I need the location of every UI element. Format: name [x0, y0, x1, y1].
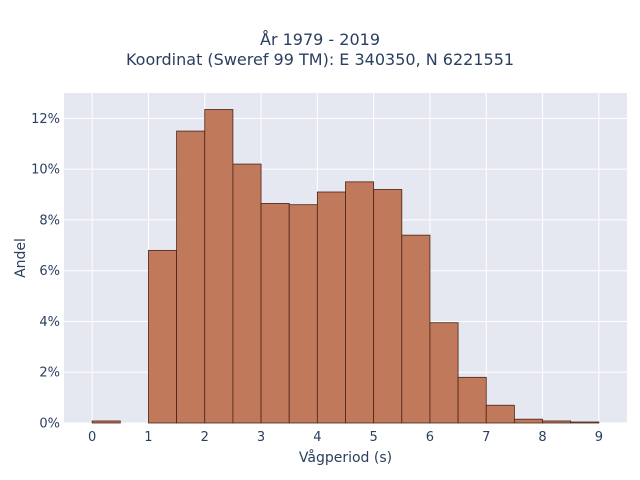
y-tick-label: 10% [31, 163, 60, 178]
x-tick-label: 2 [201, 430, 209, 445]
histogram-bar [514, 418, 543, 424]
y-tick-label: 2% [39, 366, 60, 381]
y-axis-label: Andel [13, 238, 29, 278]
y-tick-label: 4% [39, 315, 60, 330]
histogram-bar [232, 163, 262, 424]
histogram-bar [401, 234, 431, 424]
x-tick-label: 7 [482, 430, 490, 445]
histogram-bar [345, 181, 375, 424]
bars [91, 109, 600, 424]
x-tick-label: 9 [595, 430, 603, 445]
chart-title-line-1: År 1979 - 2019 [260, 30, 380, 49]
histogram-bar [91, 420, 121, 424]
histogram-bar [429, 322, 459, 424]
y-tick-label: 0% [39, 417, 60, 432]
histogram-bar [316, 191, 346, 424]
y-tick-label: 12% [31, 112, 60, 127]
grid-lines [64, 93, 627, 424]
histogram-bar [176, 130, 206, 424]
x-tick-labels: 0 1 2 3 4 5 6 7 8 9 [88, 430, 603, 445]
histogram-bar [542, 420, 572, 424]
x-tick-label: 1 [144, 430, 152, 445]
x-tick-label: 6 [426, 430, 434, 445]
x-tick-label: 8 [538, 430, 546, 445]
histogram-bar [260, 203, 290, 424]
x-tick-label: 0 [88, 430, 96, 445]
histogram-bar [288, 204, 318, 424]
histogram-bar [457, 376, 487, 424]
x-tick-label: 5 [370, 430, 378, 445]
histogram-bar [204, 109, 234, 424]
y-tick-label: 8% [39, 213, 60, 228]
x-tick-label: 3 [257, 430, 265, 445]
histogram-bar [570, 421, 600, 424]
y-tick-labels: 0% 2% 4% 6% 8% 10% 12% [31, 112, 60, 432]
histogram-bar [485, 404, 515, 424]
chart-title-line-2: Koordinat (Sweref 99 TM): E 340350, N 62… [125, 50, 515, 69]
histogram-bar [148, 249, 177, 424]
x-axis-label: Vågperiod (s) [299, 449, 392, 466]
histogram-bar [373, 189, 403, 424]
x-tick-label: 4 [313, 430, 321, 445]
y-tick-label: 6% [39, 264, 60, 279]
